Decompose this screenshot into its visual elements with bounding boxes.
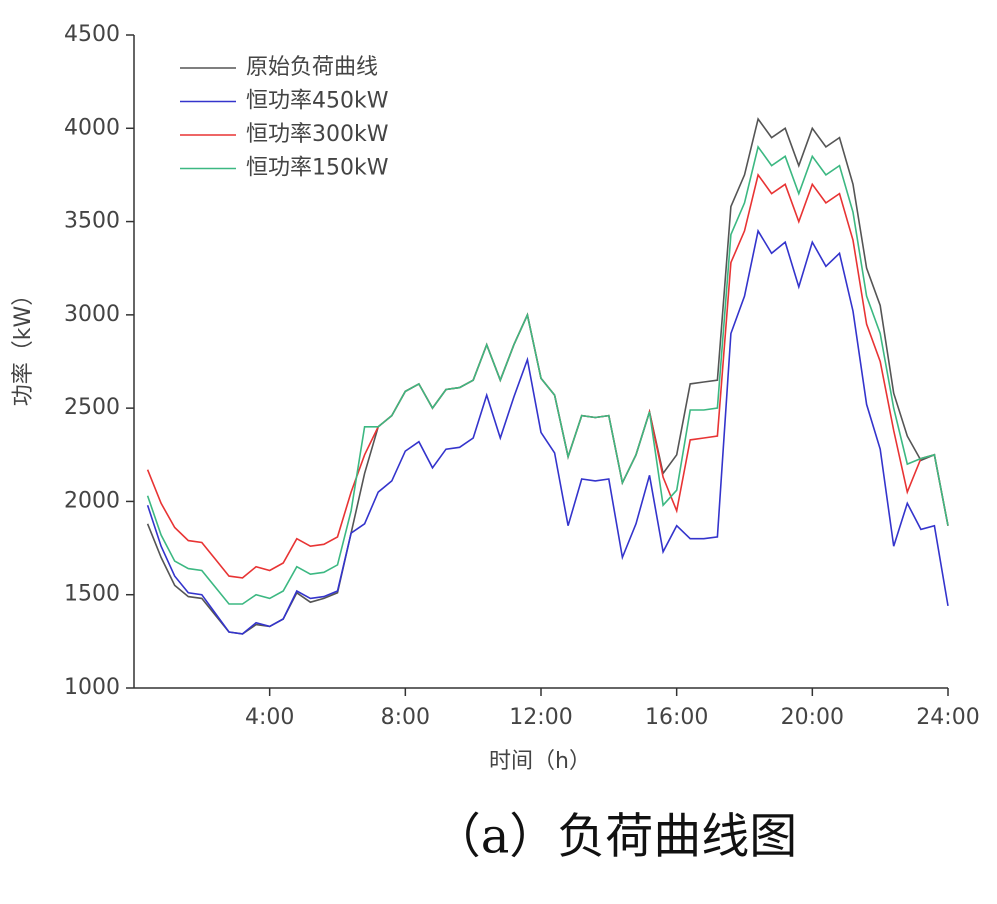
- series-line: [146, 117, 949, 635]
- y-tick-label: 4000: [64, 115, 120, 140]
- y-tick-label: 4500: [64, 22, 120, 47]
- x-tick-label: 8:00: [381, 705, 430, 730]
- legend-label: 原始负荷曲线: [246, 55, 378, 80]
- x-tick-label: 4:00: [245, 705, 294, 730]
- series-line: [146, 145, 949, 605]
- y-tick-label: 2000: [64, 488, 120, 513]
- series-line: [146, 173, 949, 579]
- y-tick-label: 3000: [64, 302, 120, 327]
- x-axis-label: 时间（h）: [489, 749, 591, 774]
- y-tick-label: 1500: [64, 582, 120, 607]
- caption: （a）负荷曲线图: [433, 809, 798, 865]
- y-axis-label: 功率（kW）: [11, 284, 36, 407]
- x-tick-label: 12:00: [509, 705, 572, 730]
- x-tick-label: 20:00: [781, 705, 844, 730]
- legend-label: 恒功率150kW: [246, 156, 389, 181]
- x-tick-label: 16:00: [645, 705, 708, 730]
- series-line: [146, 228, 949, 635]
- x-tick-label: 24:00: [916, 705, 979, 730]
- legend-label: 恒功率450kW: [246, 89, 389, 114]
- y-tick-label: 1000: [64, 675, 120, 700]
- y-tick-label: 2500: [64, 395, 120, 420]
- y-tick-label: 3500: [64, 209, 120, 234]
- legend-label: 恒功率300kW: [246, 122, 389, 147]
